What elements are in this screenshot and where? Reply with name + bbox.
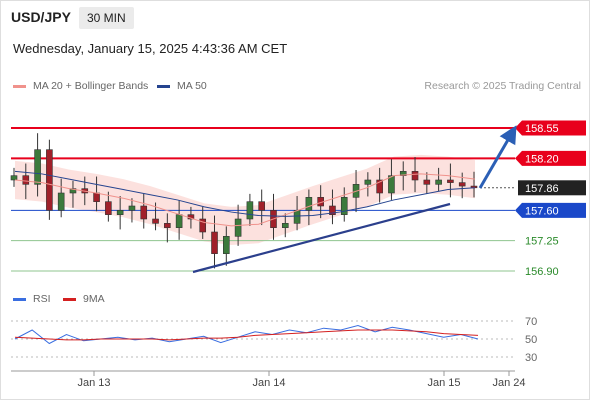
- candle-body: [223, 236, 230, 254]
- candle-body: [364, 179, 372, 185]
- legend-9ma: 9MA: [63, 293, 105, 305]
- candle-body: [388, 175, 395, 194]
- candle-body: [152, 218, 159, 224]
- candle-body: [305, 197, 313, 211]
- x-tick-label: Jan 24: [492, 377, 525, 389]
- legend-bb-label: MA 20 + Bollinger Bands: [33, 80, 149, 92]
- candle-body: [411, 171, 419, 181]
- projection-arrow: [478, 125, 517, 189]
- ma50-line: [14, 170, 476, 217]
- candle-body: [234, 218, 242, 237]
- minor-level-label: 157.25: [525, 236, 559, 248]
- rsi-swatch: [13, 297, 26, 301]
- candle-body: [458, 182, 466, 187]
- timeframe-badge[interactable]: 30 MIN: [79, 7, 134, 29]
- resistance-level-label: 158.55: [525, 123, 559, 135]
- ma20-line: [14, 173, 476, 227]
- candle-body: [435, 179, 442, 185]
- rsi-ma-line: [14, 329, 479, 341]
- trendline: [192, 202, 451, 274]
- x-tick-label: Jan 13: [77, 377, 110, 389]
- candle-body: [293, 210, 301, 224]
- 9ma-swatch: [63, 297, 76, 301]
- rsi-tick-label: 70: [525, 316, 537, 328]
- candle-body: [329, 205, 336, 215]
- candle-body: [376, 179, 383, 194]
- candle-body: [447, 179, 454, 183]
- candle-body: [93, 192, 100, 202]
- candle-body: [116, 210, 124, 215]
- research-credit: Research © 2025 Trading Central: [424, 80, 581, 92]
- candle-body: [211, 231, 218, 254]
- rsi-tick-label: 50: [525, 334, 537, 346]
- candle-body: [34, 149, 41, 185]
- resistance-level-tag: [515, 120, 586, 136]
- candle-body: [128, 205, 136, 211]
- candle-body: [258, 201, 265, 211]
- legend-bb: MA 20 + Bollinger Bands: [13, 80, 148, 92]
- legend-rsi-label: RSI: [33, 293, 51, 305]
- candle-body: [281, 223, 289, 228]
- support-level-tag: [515, 202, 586, 218]
- candle-body: [69, 188, 77, 194]
- bollinger-band: [15, 154, 475, 245]
- last-price-tag: [518, 180, 586, 196]
- x-tick-label: Jan 14: [252, 377, 285, 389]
- candle-body: [340, 197, 348, 215]
- candle-body: [22, 175, 30, 185]
- symbol-label: USD/JPY: [11, 9, 71, 25]
- candle-body: [175, 214, 183, 228]
- candle-body: [246, 201, 254, 220]
- candle-body: [423, 179, 431, 185]
- legend-ma50: MA 50: [157, 80, 207, 92]
- rsi-line: [14, 324, 479, 345]
- resistance-level-label: 158.20: [525, 153, 559, 165]
- rsi-tick-label: 30: [525, 352, 537, 364]
- minor-level-label: 156.90: [525, 266, 559, 278]
- bb-swatch: [13, 84, 26, 88]
- support-level-label: 157.60: [525, 205, 559, 217]
- legend-ma50-label: MA 50: [177, 80, 207, 92]
- candle-body: [399, 171, 407, 176]
- candle-body: [199, 218, 207, 233]
- candle-body: [57, 192, 65, 211]
- candle-body: [140, 205, 148, 220]
- resistance-level-tag: [515, 150, 586, 166]
- candle-body: [105, 201, 112, 215]
- timestamp: Wednesday, January 15, 2025 4:43:36 AM C…: [13, 41, 288, 56]
- legend-9ma-label: 9MA: [83, 293, 105, 305]
- candle-body: [10, 175, 18, 181]
- legend-rsi: RSI: [13, 293, 51, 305]
- candle-body: [164, 223, 171, 228]
- last-price-label: 157.86: [525, 183, 559, 195]
- ma50-swatch: [157, 84, 170, 88]
- x-tick-label: Jan 15: [427, 377, 460, 389]
- candle-body: [46, 149, 53, 211]
